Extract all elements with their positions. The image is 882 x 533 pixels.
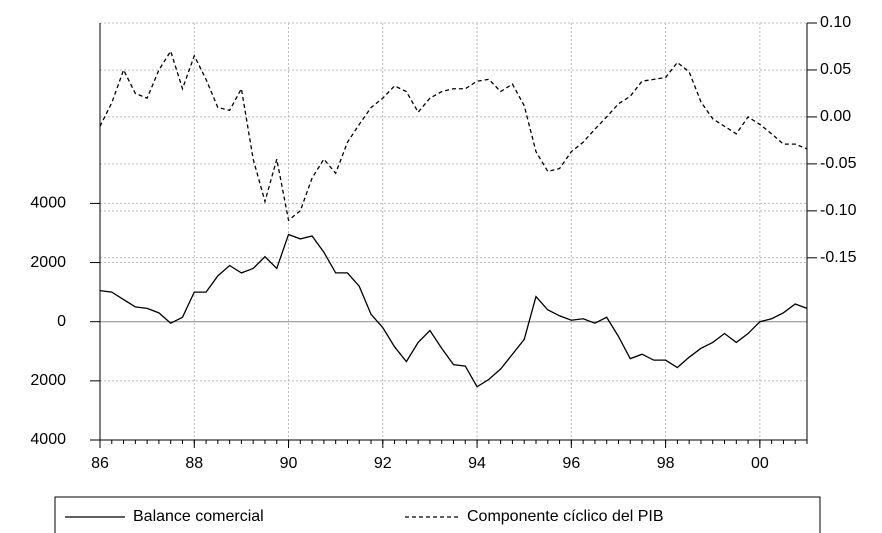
- y-tick-label: 4000: [30, 195, 66, 212]
- x-tick-label: 88: [185, 455, 203, 472]
- series-line: [99, 233, 808, 388]
- x-tick-label: 96: [562, 455, 580, 472]
- y-tick-label: 4000: [30, 431, 66, 448]
- y-tick-label: 2000: [30, 372, 66, 389]
- y2-tick-label: -0.10: [820, 202, 857, 219]
- y2-tick-label: 0.10: [820, 14, 851, 31]
- x-tick-label: 90: [280, 455, 298, 472]
- y-tick-label: 2000: [30, 254, 66, 271]
- legend-box: [54, 496, 821, 533]
- y2-tick-label: 0.00: [820, 108, 851, 125]
- x-tick-label: 94: [468, 455, 486, 472]
- legend-label: Balance comercial: [133, 508, 264, 525]
- x-tick-label: 86: [91, 455, 109, 472]
- x-tick-label: 92: [374, 455, 392, 472]
- x-tick-label: 98: [657, 455, 675, 472]
- y2-tick-label: -0.15: [820, 249, 857, 266]
- y2-tick-label: -0.05: [820, 155, 857, 172]
- x-tick-label: 00: [751, 455, 769, 472]
- y2-tick-label: 0.05: [820, 61, 851, 78]
- series-line: [99, 49, 808, 222]
- legend-label: Componente cíclico del PIB: [467, 508, 664, 525]
- y-tick-label: 0: [57, 313, 66, 330]
